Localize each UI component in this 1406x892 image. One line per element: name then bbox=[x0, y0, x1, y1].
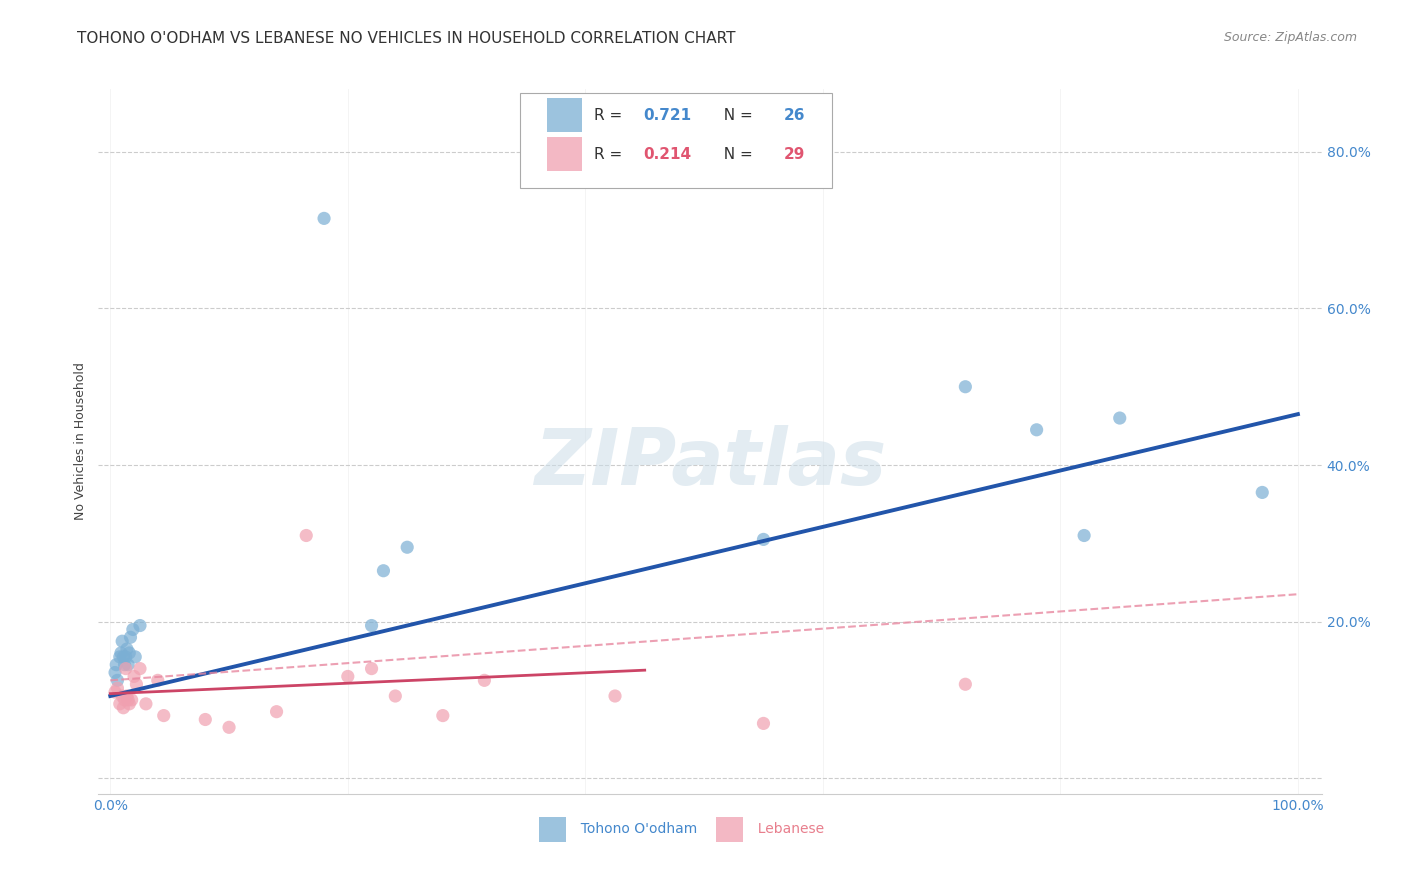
Text: R =: R = bbox=[593, 146, 627, 161]
Point bbox=[114, 649, 136, 664]
Point bbox=[752, 716, 775, 731]
Point bbox=[122, 669, 145, 683]
Point bbox=[105, 657, 128, 672]
Y-axis label: No Vehicles in Household: No Vehicles in Household bbox=[75, 363, 87, 520]
Point bbox=[432, 708, 454, 723]
Point bbox=[129, 662, 152, 676]
Point bbox=[104, 665, 127, 680]
Text: N =: N = bbox=[714, 108, 758, 123]
Text: 0.721: 0.721 bbox=[643, 108, 690, 123]
Point bbox=[118, 697, 141, 711]
Point bbox=[1108, 411, 1130, 425]
Point bbox=[120, 630, 142, 644]
Bar bbox=[538, 817, 565, 842]
Point bbox=[955, 380, 977, 394]
Point bbox=[396, 541, 419, 555]
Point bbox=[111, 634, 134, 648]
Point bbox=[146, 673, 169, 688]
Point bbox=[474, 673, 496, 688]
Text: 0.214: 0.214 bbox=[643, 146, 690, 161]
Point bbox=[117, 693, 139, 707]
Text: Source: ZipAtlas.com: Source: ZipAtlas.com bbox=[1223, 31, 1357, 45]
Point bbox=[152, 708, 174, 723]
Text: Tohono O'odham: Tohono O'odham bbox=[572, 822, 697, 837]
Point bbox=[115, 689, 138, 703]
Point bbox=[107, 673, 129, 688]
Bar bbox=[547, 98, 582, 132]
Point bbox=[112, 700, 135, 714]
Point bbox=[108, 697, 131, 711]
Bar bbox=[716, 817, 742, 842]
Point bbox=[129, 618, 152, 632]
Point bbox=[112, 649, 135, 664]
Text: Lebanese: Lebanese bbox=[749, 822, 824, 837]
Point bbox=[360, 618, 382, 632]
Text: TOHONO O'ODHAM VS LEBANESE NO VEHICLES IN HOUSEHOLD CORRELATION CHART: TOHONO O'ODHAM VS LEBANESE NO VEHICLES I… bbox=[77, 31, 735, 46]
Point bbox=[266, 705, 288, 719]
Point bbox=[121, 623, 143, 637]
Point bbox=[218, 720, 240, 734]
Point bbox=[117, 657, 139, 672]
Point bbox=[384, 689, 406, 703]
FancyBboxPatch shape bbox=[520, 93, 832, 188]
Point bbox=[124, 649, 146, 664]
Text: R =: R = bbox=[593, 108, 627, 123]
Point bbox=[107, 681, 129, 696]
Point bbox=[135, 697, 157, 711]
Point bbox=[603, 689, 626, 703]
Point bbox=[312, 211, 335, 226]
Text: 26: 26 bbox=[783, 108, 804, 123]
Point bbox=[114, 657, 136, 672]
Point bbox=[118, 646, 141, 660]
Point bbox=[111, 689, 134, 703]
Point bbox=[373, 564, 395, 578]
Point bbox=[295, 528, 318, 542]
Point bbox=[114, 662, 136, 676]
Point bbox=[752, 533, 775, 547]
Text: N =: N = bbox=[714, 146, 758, 161]
Point bbox=[1251, 485, 1274, 500]
Text: 29: 29 bbox=[783, 146, 804, 161]
Point bbox=[360, 662, 382, 676]
Bar bbox=[547, 137, 582, 171]
Point bbox=[108, 649, 131, 664]
Point bbox=[955, 677, 977, 691]
Point bbox=[125, 677, 148, 691]
Point bbox=[1073, 528, 1095, 542]
Point bbox=[115, 642, 138, 657]
Point bbox=[110, 646, 132, 660]
Text: ZIPatlas: ZIPatlas bbox=[534, 425, 886, 500]
Point bbox=[336, 669, 359, 683]
Point bbox=[104, 685, 127, 699]
Point bbox=[121, 693, 143, 707]
Point bbox=[1025, 423, 1047, 437]
Point bbox=[114, 693, 136, 707]
Point bbox=[194, 713, 217, 727]
